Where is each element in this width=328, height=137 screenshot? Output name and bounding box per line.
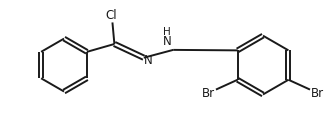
Text: N: N [163,35,172,48]
Text: Br: Br [202,87,215,100]
Text: H: H [163,27,171,37]
Text: Br: Br [311,87,324,100]
Text: N: N [144,54,153,67]
Text: Cl: Cl [106,9,117,22]
